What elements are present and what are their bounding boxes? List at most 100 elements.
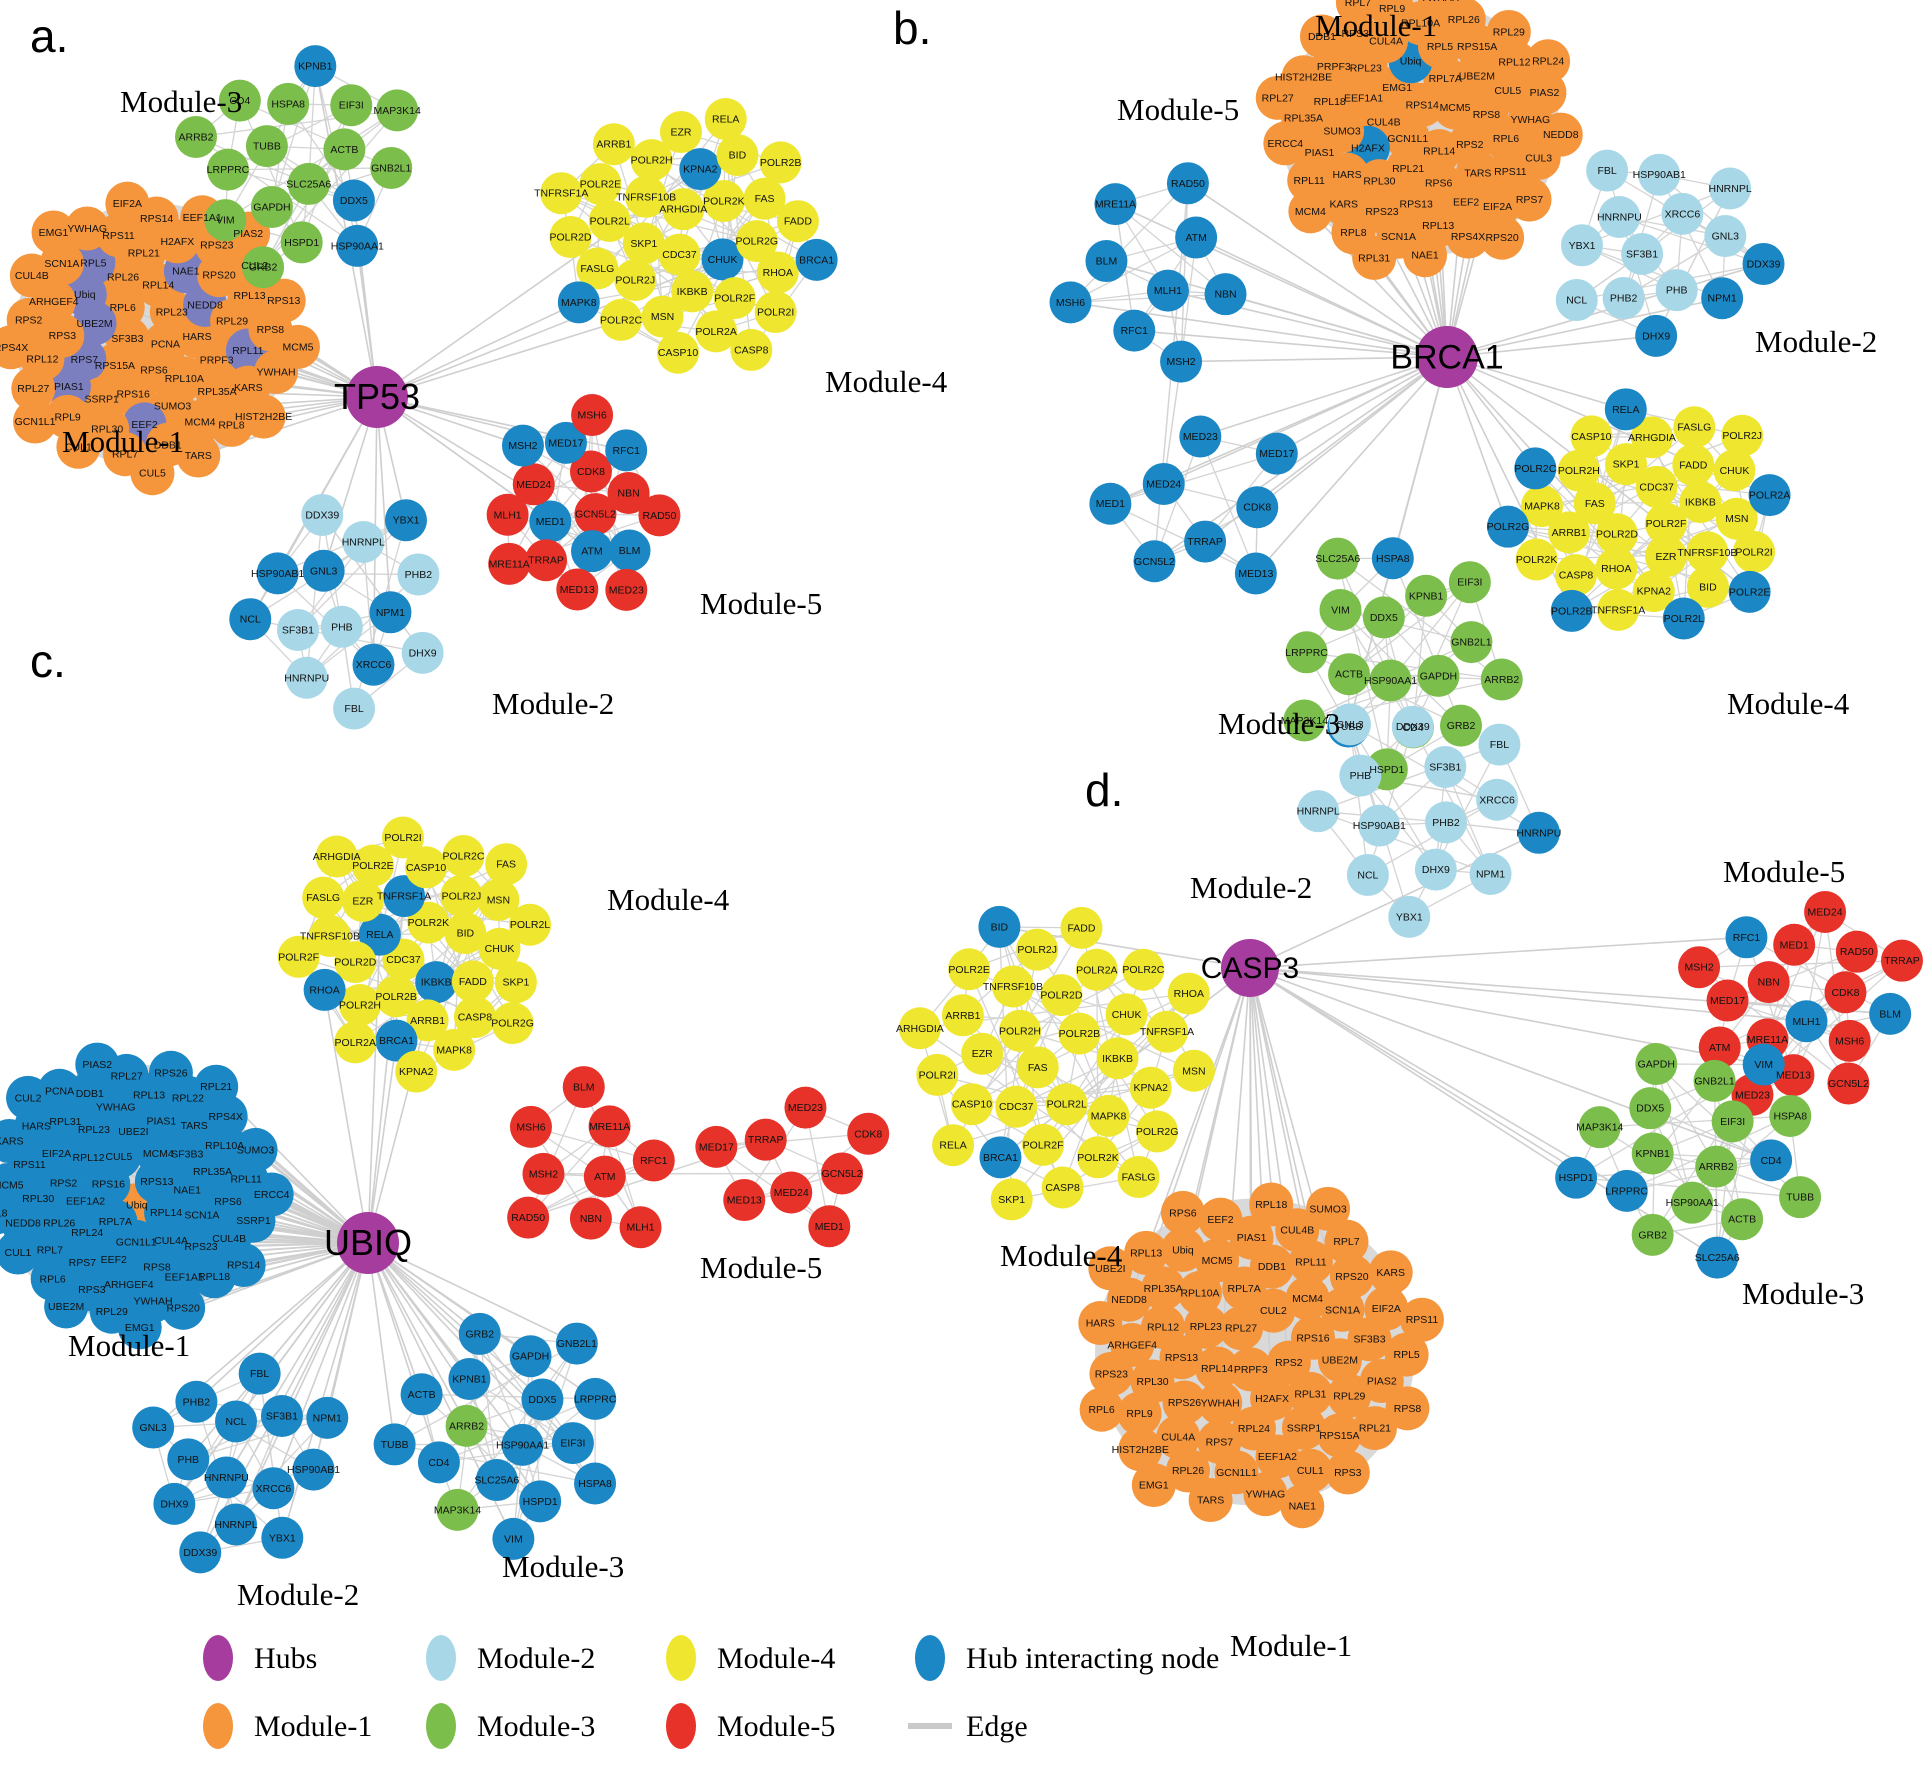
node-YBX1[interactable] (384, 499, 427, 542)
node-ARRB2[interactable] (1480, 658, 1523, 701)
node-RPL11[interactable] (1287, 158, 1332, 203)
node-CUL1[interactable] (1288, 1448, 1333, 1493)
node-MED23[interactable] (605, 568, 648, 611)
node-ARRB2[interactable] (445, 1404, 488, 1447)
node-POLR2B[interactable] (1550, 589, 1593, 632)
node-MED23[interactable] (1179, 415, 1222, 458)
node-HSPA8[interactable] (574, 1462, 617, 1505)
node-RPS26[interactable] (148, 1050, 193, 1095)
node-MED17[interactable] (695, 1125, 738, 1168)
node-FASLG[interactable] (576, 247, 619, 290)
node-MSH6[interactable] (509, 1105, 552, 1148)
node-CASP8[interactable] (453, 996, 496, 1039)
node-PHB2[interactable] (175, 1380, 218, 1423)
node-MAP3K14[interactable] (1283, 699, 1326, 742)
node-SCN1A[interactable] (1320, 1287, 1365, 1332)
node-NBN[interactable] (1747, 961, 1790, 1004)
node-Ubiq[interactable] (1160, 1227, 1205, 1272)
node-GNB2L1[interactable] (1450, 621, 1493, 664)
node-RPS15A[interactable] (1317, 1413, 1362, 1458)
node-LRPPRC[interactable] (574, 1377, 617, 1420)
node-TRRAP[interactable] (1880, 939, 1923, 982)
node-NPM1[interactable] (369, 591, 412, 634)
node-MAPK8[interactable] (1521, 485, 1564, 528)
node-CDK8[interactable] (1236, 486, 1279, 529)
node-IKBKB[interactable] (1679, 481, 1722, 524)
node-POLR2B[interactable] (1058, 1012, 1101, 1055)
node-LRPPRC[interactable] (1285, 631, 1328, 674)
node-MED13[interactable] (723, 1179, 766, 1222)
node-POLR2K[interactable] (407, 901, 450, 944)
node-CD4[interactable] (218, 79, 261, 122)
node-ACTB[interactable] (1721, 1198, 1764, 1241)
node-EZR[interactable] (961, 1032, 1004, 1075)
node-ARHGDIA[interactable] (315, 835, 358, 878)
node-CUL5[interactable] (130, 451, 175, 496)
node-POLR2I[interactable] (916, 1053, 959, 1096)
node-SLC25A6[interactable] (287, 162, 330, 205)
node-MED23[interactable] (784, 1086, 827, 1129)
node-GNB2L1[interactable] (370, 146, 413, 189)
node-EMG1[interactable] (1131, 1463, 1176, 1508)
node-RPS20[interactable] (1329, 1254, 1374, 1299)
node-GNL3[interactable] (1704, 215, 1747, 258)
node-RELA[interactable] (358, 913, 401, 956)
node-MSH6[interactable] (1049, 281, 1092, 324)
node-BID[interactable] (444, 912, 487, 955)
node-RPS4X[interactable] (0, 325, 33, 370)
node-BID[interactable] (716, 134, 759, 177)
node-EIF3I[interactable] (1711, 1100, 1754, 1143)
node-NBN[interactable] (607, 471, 650, 514)
node-GAPDH[interactable] (509, 1335, 552, 1378)
node-MED24[interactable] (770, 1171, 813, 1214)
node-CASP8[interactable] (730, 328, 773, 371)
node-PHB2[interactable] (1425, 801, 1468, 844)
node-YWHAH[interactable] (1418, 0, 1462, 20)
node-POLR2H[interactable] (999, 1009, 1042, 1052)
node-HIST2H2BE[interactable] (1118, 1427, 1163, 1472)
node-CHUK[interactable] (701, 238, 744, 281)
node-SKP1[interactable] (990, 1178, 1033, 1221)
node-MRE11A[interactable] (1094, 183, 1137, 226)
node-HNRNPL[interactable] (1297, 790, 1340, 833)
node-POLR2D[interactable] (334, 941, 377, 984)
node-CHUK[interactable] (1713, 449, 1756, 492)
node-HNRNPU[interactable] (205, 1456, 248, 1499)
node-NCL[interactable] (1555, 279, 1598, 322)
node-CDC37[interactable] (658, 233, 701, 276)
node-ATM[interactable] (570, 530, 613, 573)
node-KPNB1[interactable] (1405, 574, 1448, 617)
node-MAP3K14[interactable] (436, 1488, 479, 1531)
node-TNFRSF1A[interactable] (540, 172, 583, 215)
node-SLC25A6[interactable] (1316, 537, 1359, 580)
node-CDK8[interactable] (847, 1112, 890, 1155)
node-ATM[interactable] (583, 1155, 626, 1198)
node-MRE11A[interactable] (488, 542, 531, 585)
node-DHX9[interactable] (1635, 314, 1678, 357)
node-POLR2F[interactable] (713, 277, 756, 320)
node-ARHGDIA[interactable] (662, 188, 705, 231)
node-CDC37[interactable] (1635, 465, 1678, 508)
node-POLR2D[interactable] (549, 216, 592, 259)
node-RPL9[interactable] (1117, 1391, 1162, 1436)
node-RPS4X[interactable] (1446, 214, 1491, 259)
node-CUL4A[interactable] (1156, 1415, 1201, 1460)
node-HSPD1[interactable] (280, 221, 323, 264)
node-MLH1[interactable] (1785, 1000, 1828, 1043)
node-RPL7[interactable] (1335, 0, 1380, 25)
node-EIF2A[interactable] (1364, 1286, 1409, 1331)
node-POLR2A[interactable] (1748, 474, 1791, 517)
node-NPM1[interactable] (306, 1396, 349, 1439)
node-RFC1[interactable] (632, 1139, 675, 1182)
node-MSH2[interactable] (501, 424, 544, 467)
node-FBL[interactable] (238, 1352, 281, 1395)
node-BID[interactable] (978, 905, 1021, 948)
node-HSP90AA1[interactable] (501, 1423, 544, 1466)
node-KPNB1[interactable] (1631, 1132, 1674, 1175)
node-HNRNPU[interactable] (1598, 196, 1641, 239)
node-PHB[interactable] (167, 1438, 210, 1481)
node-MLH1[interactable] (1146, 269, 1189, 312)
node-POLR2H[interactable] (338, 984, 381, 1027)
node-ARHGDIA[interactable] (1630, 416, 1673, 459)
node-EIF3I[interactable] (551, 1422, 594, 1465)
